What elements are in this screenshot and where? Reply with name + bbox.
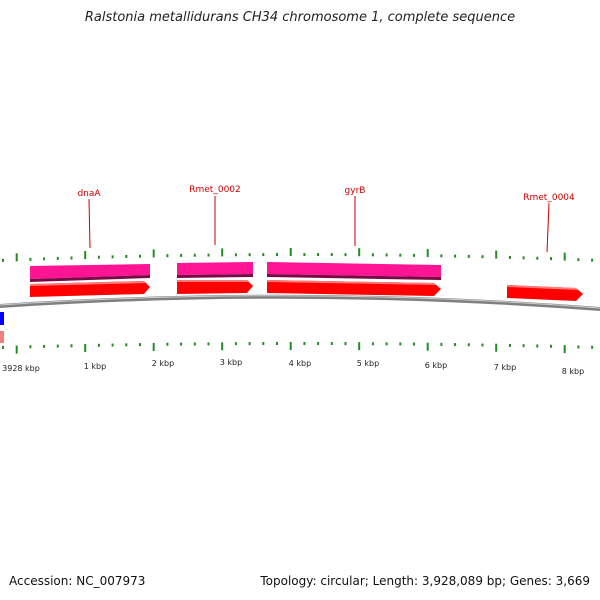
gene-label-dnaA: dnaA: [77, 189, 101, 199]
gene-arrow-rmet-0002: [177, 280, 253, 294]
gene-label-gyrB: gyrB: [345, 186, 366, 196]
cds-band-shadow: [177, 274, 253, 278]
map-title: Ralstonia metallidurans CH34 chromosome …: [84, 10, 516, 25]
kbp-label-8: 8 kbp: [562, 367, 584, 376]
cds-band: [30, 264, 150, 279]
cds-band-track: [30, 262, 441, 282]
gene-arrow-track: [30, 280, 583, 301]
chromosome-backbone: [0, 294, 600, 311]
gene-arrow-highlight: [267, 280, 436, 285]
gene-label-rmet-0004: Rmet_0004: [523, 193, 575, 203]
leader-line-rmet-0004: [546, 202, 550, 253]
inner-tick-row: [2, 342, 594, 354]
kbp-label-4: 4 kbp: [289, 359, 311, 368]
gene-arrow-highlight: [177, 280, 249, 282]
leader-line-dnaA: [88, 198, 91, 249]
gene-label-rmet-0002: Rmet_0002: [189, 185, 241, 195]
topology-summary: Topology: circular; Length: 3,928,089 bp…: [260, 574, 590, 588]
kbp-label-6: 6 kbp: [425, 361, 447, 370]
kbp-label-1: 1 kbp: [84, 362, 106, 371]
edge-block-pink: [0, 331, 4, 343]
accession-text: Accession: NC_007973: [9, 574, 146, 588]
gene-arrow-highlight: [507, 285, 578, 290]
kbp-label-5: 5 kbp: [357, 359, 379, 368]
cds-band-shadow: [30, 275, 150, 282]
kbp-label-2: 2 kbp: [152, 359, 174, 368]
kbp-label-3: 3 kbp: [220, 358, 242, 367]
edge-block-blue: [0, 312, 4, 325]
outer-tick-row: [2, 248, 594, 262]
cds-band-shadow: [267, 274, 441, 280]
chromosome-backbone-highlight: [0, 295, 600, 309]
cds-band: [267, 262, 441, 277]
gene-arrow-highlight: [30, 281, 146, 286]
kbp-label-3928: 3928 kbp: [2, 364, 40, 373]
kbp-label-7: 7 kbp: [494, 363, 516, 372]
cds-band: [177, 262, 253, 275]
